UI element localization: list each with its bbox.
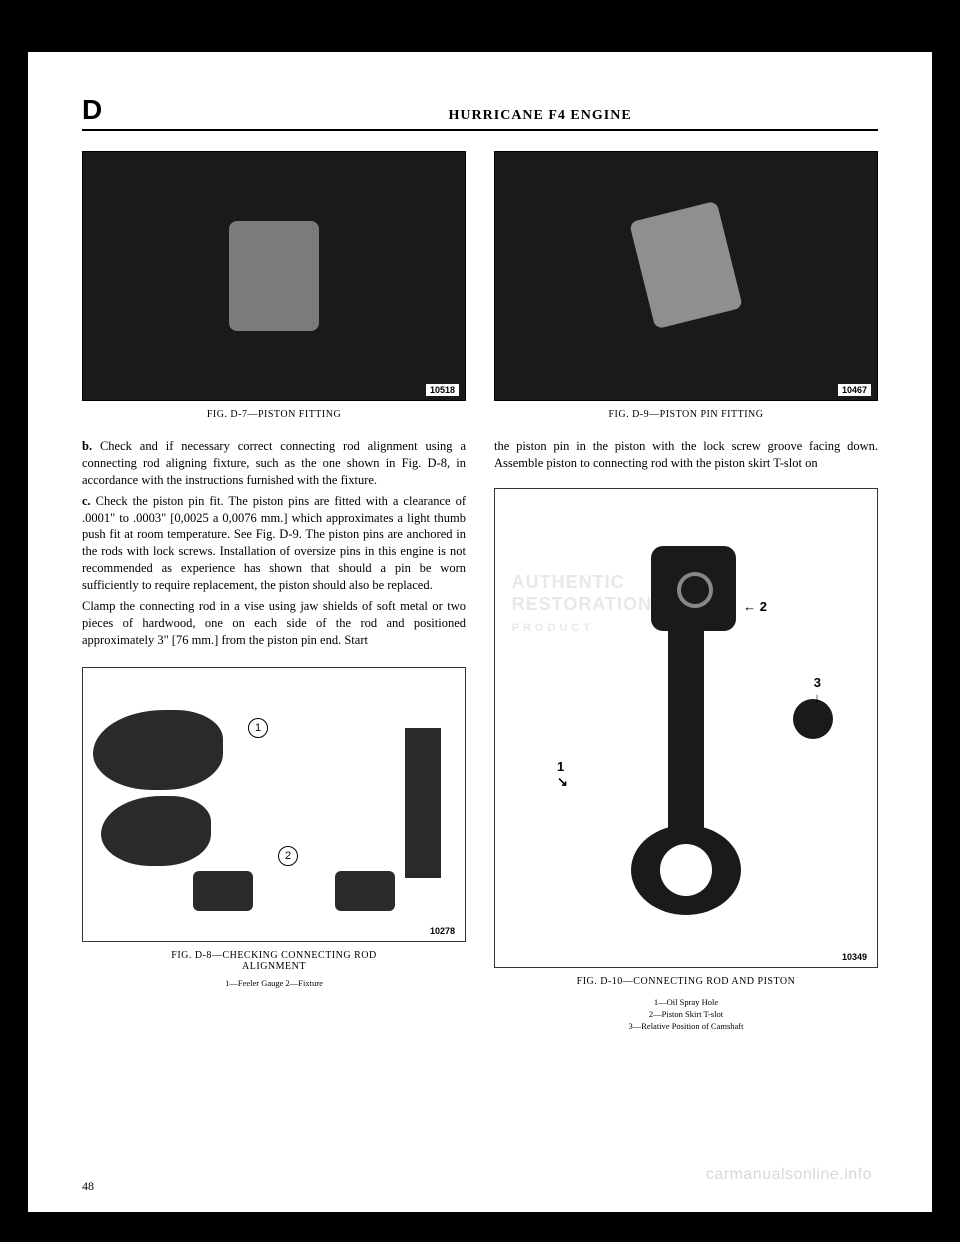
page-title: HURRICANE F4 ENGINE bbox=[202, 108, 878, 124]
figure-d8: 1 2 10278 bbox=[82, 667, 466, 942]
figure-d10-legend-1: 1—Oil Spray Hole bbox=[494, 997, 878, 1009]
hand-shape bbox=[93, 710, 223, 790]
figure-d8-legend: 1—Feeler Gauge 2—Fixture bbox=[82, 978, 466, 990]
figure-d7-caption: FIG. D-7—PISTON FITTING bbox=[82, 409, 466, 420]
figure-d8-number: 10278 bbox=[426, 925, 459, 937]
figure-d7: 10518 bbox=[82, 151, 466, 401]
page-container: D HURRICANE F4 ENGINE 10518 FIG. D-7—PIS… bbox=[28, 52, 932, 1212]
callout-2: ← 2 bbox=[743, 599, 767, 614]
piston-illustration bbox=[229, 221, 319, 331]
paragraph-c-text: Check the piston pin fit. The piston pin… bbox=[82, 494, 466, 592]
page-number: 48 bbox=[82, 1179, 94, 1194]
figure-d9-caption: FIG. D-9—PISTON PIN FITTING bbox=[494, 409, 878, 420]
paragraph-clamp: Clamp the connecting rod in a vise using… bbox=[82, 598, 466, 649]
paragraph-c: c. Check the piston pin fit. The piston … bbox=[82, 493, 466, 594]
figure-d10-caption: FIG. D-10—CONNECTING ROD AND PISTON bbox=[494, 976, 878, 987]
fixture-base bbox=[335, 871, 395, 911]
page-header: D HURRICANE F4 ENGINE bbox=[82, 94, 878, 131]
figure-d10: ← 2 3↓ 1↘ 10349 bbox=[494, 488, 878, 968]
paragraph-b-text: Check and if necessary correct connectin… bbox=[82, 439, 466, 487]
figure-d10-number: 10349 bbox=[838, 951, 871, 963]
callout-3: 3↓ bbox=[814, 675, 821, 705]
figure-d10-legend-2: 2—Piston Skirt T-slot bbox=[494, 1009, 878, 1021]
paragraph-piston-pin: the piston pin in the piston with the lo… bbox=[494, 438, 878, 472]
watermark-url: carmanualsonline.info bbox=[706, 1166, 872, 1184]
piston-illustration bbox=[629, 201, 743, 330]
callout-2: 2 bbox=[278, 846, 298, 866]
figure-d8-subcaption: ALIGNMENT bbox=[82, 961, 466, 972]
figure-d9-number: 10467 bbox=[838, 384, 871, 396]
callout-1: 1 bbox=[248, 718, 268, 738]
paragraph-b: b. Check and if necessary correct connec… bbox=[82, 438, 466, 489]
connecting-rod-illustration bbox=[651, 546, 721, 926]
figure-d8-caption: FIG. D-8—CHECKING CONNECTING ROD bbox=[82, 950, 466, 961]
figure-d10-legend-3: 3—Relative Position of Camshaft bbox=[494, 1021, 878, 1033]
two-column-content: 10518 FIG. D-7—PISTON FITTING b. Check a… bbox=[82, 151, 878, 1032]
fixture-shape bbox=[405, 728, 441, 878]
fixture-base bbox=[193, 871, 253, 911]
hand-shape bbox=[101, 796, 211, 866]
left-column: 10518 FIG. D-7—PISTON FITTING b. Check a… bbox=[82, 151, 466, 1032]
callout-1: 1↘ bbox=[557, 759, 568, 790]
camshaft-circle bbox=[793, 699, 833, 739]
watermark-authentic: AUTHENTIC RESTORATION PRODUCT bbox=[512, 572, 652, 637]
section-letter: D bbox=[82, 94, 102, 126]
figure-d7-number: 10518 bbox=[426, 384, 459, 396]
figure-d9: 10467 bbox=[494, 151, 878, 401]
